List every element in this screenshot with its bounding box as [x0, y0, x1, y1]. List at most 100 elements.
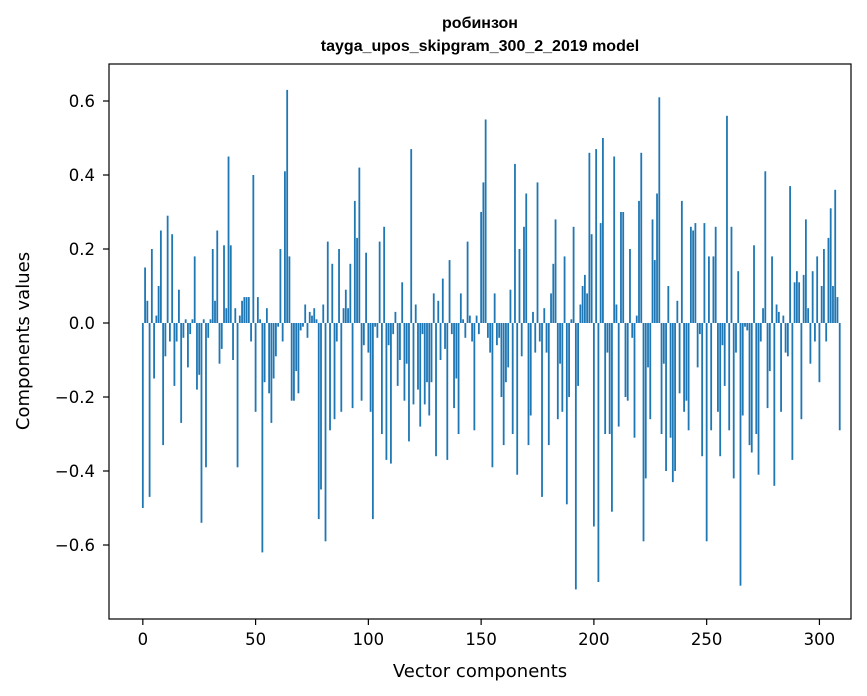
bar: [367, 323, 370, 353]
bar: [356, 237, 358, 323]
bar: [498, 323, 501, 338]
bar: [543, 308, 546, 323]
bar: [665, 323, 667, 471]
bar: [390, 323, 392, 464]
bar: [732, 323, 735, 479]
x-tick-label: 0: [138, 630, 149, 649]
bar: [692, 230, 695, 323]
bar: [387, 323, 390, 346]
bar: [753, 245, 755, 323]
bar: [755, 323, 758, 434]
bar: [629, 249, 631, 323]
bar: [159, 230, 162, 323]
bars-group: [141, 89, 841, 590]
bar: [435, 323, 437, 457]
bar: [245, 297, 248, 323]
bar: [640, 152, 643, 323]
bar: [214, 300, 216, 323]
bar: [818, 323, 821, 383]
bar: [482, 182, 485, 323]
bar: [669, 323, 672, 438]
bar: [417, 323, 419, 390]
bar: [281, 323, 284, 342]
bar: [500, 323, 503, 397]
bar: [252, 175, 255, 323]
bar: [615, 304, 618, 323]
bar: [717, 323, 719, 412]
bar: [638, 200, 640, 323]
bar: [570, 319, 573, 323]
bar: [286, 89, 289, 324]
bar: [502, 323, 505, 446]
bar: [347, 308, 349, 323]
bar: [173, 323, 176, 386]
bar: [486, 323, 489, 338]
bar: [626, 323, 629, 401]
bar: [462, 319, 464, 323]
bar: [552, 263, 555, 323]
bar: [804, 219, 807, 323]
bar: [426, 323, 428, 383]
bar: [653, 260, 656, 323]
bar: [572, 226, 575, 323]
x-tick-label: 200: [578, 630, 610, 649]
bar: [759, 323, 762, 342]
bar: [784, 323, 787, 353]
bar: [171, 234, 174, 323]
bar: [277, 323, 280, 327]
bar: [441, 278, 444, 323]
bar: [457, 323, 460, 434]
bar: [196, 323, 198, 390]
bar: [193, 256, 196, 323]
bar: [358, 167, 361, 323]
bar: [189, 323, 192, 335]
bar: [408, 323, 410, 442]
bar: [613, 156, 616, 323]
bar: [414, 304, 417, 323]
bar: [302, 323, 304, 327]
bar: [338, 249, 340, 323]
bar: [782, 315, 785, 323]
bar: [496, 323, 498, 346]
bar: [229, 245, 232, 323]
bar: [620, 212, 622, 323]
bar: [547, 323, 550, 446]
bar: [534, 323, 537, 353]
bar: [687, 323, 690, 431]
bar: [419, 323, 422, 427]
bar: [744, 323, 746, 327]
bar: [444, 323, 446, 349]
bar: [274, 323, 277, 357]
bar: [362, 323, 365, 346]
bar: [317, 323, 320, 520]
bar: [550, 293, 552, 323]
bar: [674, 323, 676, 471]
bar: [739, 323, 742, 586]
bar: [184, 319, 187, 323]
bar: [696, 323, 699, 368]
bar: [380, 323, 383, 434]
bar: [762, 308, 764, 323]
bar: [232, 323, 234, 360]
bar: [694, 223, 697, 323]
bar: [714, 226, 717, 323]
chart-subtitle: tayga_upos_skipgram_300_2_2019 model: [321, 38, 639, 55]
bar: [780, 323, 782, 412]
bar: [410, 149, 413, 323]
bar: [180, 323, 183, 423]
bar: [322, 304, 325, 323]
bar: [209, 319, 212, 323]
bar: [351, 323, 354, 409]
bar: [766, 323, 769, 409]
bar: [471, 323, 473, 342]
bar: [793, 282, 796, 323]
bar: [313, 308, 316, 323]
bar: [741, 323, 744, 416]
bar: [369, 323, 372, 412]
bar: [261, 323, 264, 553]
y-tick-label: −0.4: [55, 462, 95, 481]
bar: [157, 286, 160, 323]
bar: [399, 323, 401, 360]
bar: [586, 293, 589, 323]
